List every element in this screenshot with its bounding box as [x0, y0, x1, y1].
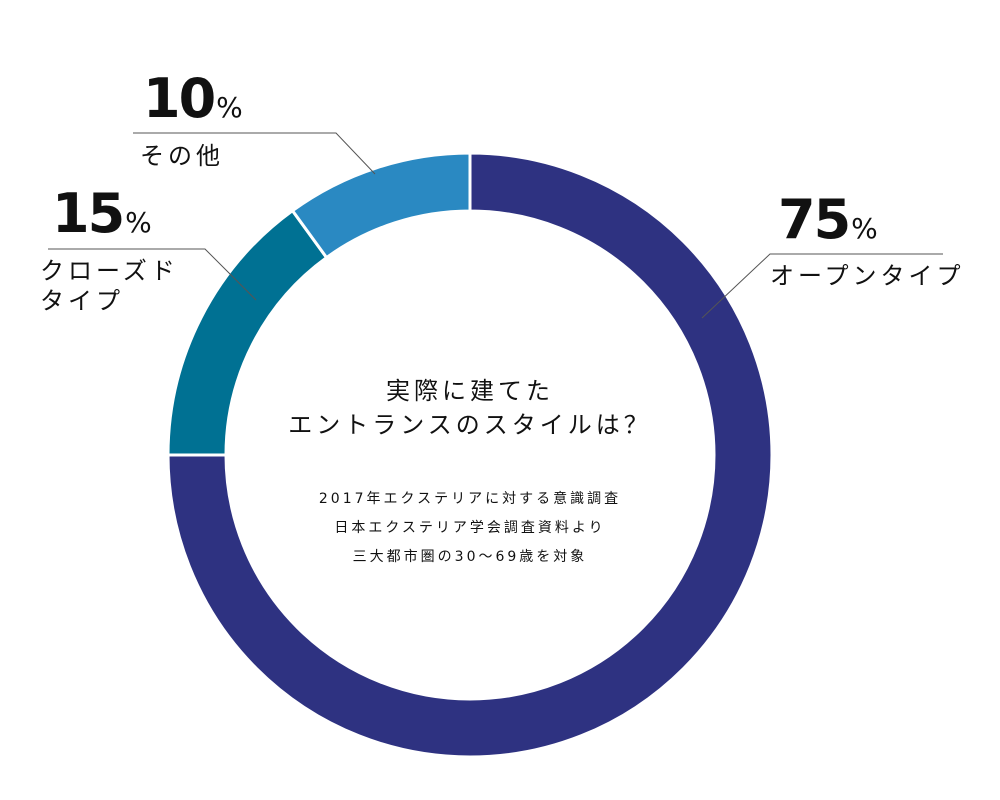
- leader-line-open: [701, 253, 943, 319]
- donut-slices: [166, 151, 774, 759]
- slice-label-closed-line1: クローズド: [40, 257, 179, 285]
- slice-label-closed-percent: 15%: [52, 182, 152, 245]
- center-note-line1: 2017年エクステリアに対する意識調査: [319, 490, 621, 507]
- leader-line-closed: [48, 248, 257, 301]
- slice-label-open-percent: 75%: [778, 188, 878, 251]
- slice-label-other: その他: [140, 142, 224, 170]
- center-note-line3: 三大都市圏の30～69歳を対象: [353, 548, 588, 565]
- slice-label-open: オープンタイプ: [770, 262, 965, 290]
- center-title-line2: エントランスのスタイルは？: [288, 411, 652, 439]
- leader-line-other: [133, 132, 376, 175]
- donut-slice-other: [290, 151, 472, 260]
- donut-slice-open: [166, 151, 774, 759]
- center-title-line1: 実際に建てた: [386, 377, 554, 405]
- slice-label-other-percent: 10%: [143, 67, 243, 130]
- slice-label-closed-line2: タイプ: [40, 287, 124, 315]
- center-note-line2: 日本エクステリア学会調査資料より: [334, 520, 605, 536]
